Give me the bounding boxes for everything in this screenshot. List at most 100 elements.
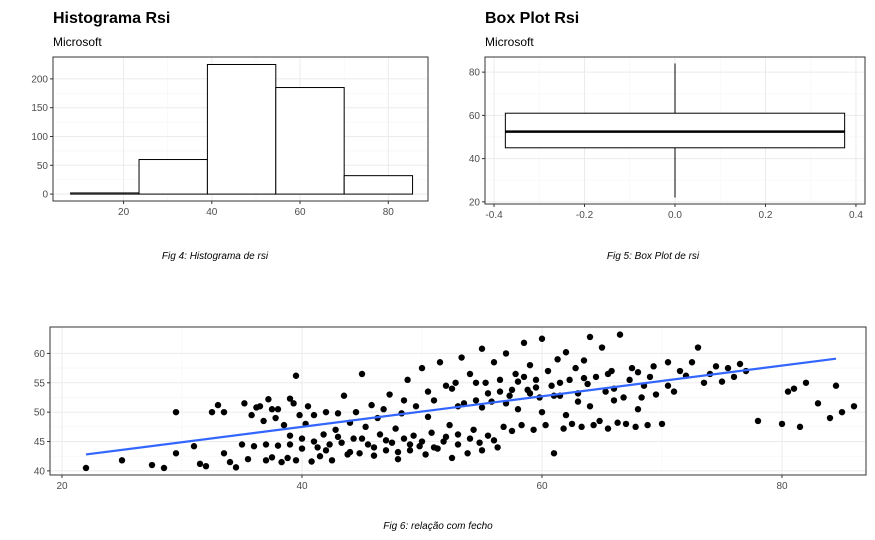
scatter-point — [316, 453, 324, 460]
x-tick-label: 40 — [296, 481, 308, 492]
scatter-point — [484, 432, 492, 439]
x-tick-label: 0.2 — [759, 210, 773, 221]
scatter-point — [412, 403, 420, 410]
scatter-grid — [50, 327, 866, 475]
scatter-point — [458, 354, 465, 361]
scatter-point — [454, 431, 462, 438]
x-tick-label: 80 — [383, 207, 395, 218]
histogram-bars — [70, 63, 414, 195]
histogram-panel-border — [52, 56, 429, 202]
histogram-title: Histograma Rsi — [53, 10, 170, 27]
scatter-point — [530, 426, 537, 433]
scatter-point — [274, 406, 282, 413]
scatter-point — [446, 421, 453, 429]
scatter-point — [376, 431, 384, 438]
scatter-point — [592, 373, 600, 381]
scatter-point — [328, 457, 336, 464]
scatter-point — [478, 345, 486, 352]
scatter-point — [500, 423, 507, 431]
scatter-point — [688, 359, 696, 366]
scatter-point — [520, 373, 528, 381]
scatter-point — [400, 435, 408, 442]
scatter-point — [308, 458, 315, 465]
scatter-point — [814, 400, 822, 407]
x-tick-label: 0.4 — [849, 210, 863, 221]
scatter-point — [334, 410, 342, 417]
scatter-point — [430, 397, 438, 404]
boxplot-caption: Fig 5: Box Plot de rsi — [607, 251, 700, 262]
scatter-point — [508, 386, 516, 394]
scatter-point — [754, 417, 762, 425]
scatter-point — [598, 344, 606, 351]
scatter-point — [382, 437, 390, 444]
scatter-point — [380, 406, 387, 413]
x-tick-label: 20 — [118, 207, 130, 218]
scatter-point — [338, 439, 345, 446]
scatter-point — [286, 395, 294, 402]
scatter-point — [268, 454, 276, 461]
scatter-chart: 20 40 60 80 40 45 50 55 60 Fig 6: relação com fe… — [34, 326, 867, 532]
scatter-point — [610, 397, 618, 404]
scatter-point — [496, 388, 504, 395]
scatter-point — [248, 411, 255, 419]
scatter-point — [562, 411, 570, 419]
scatter-point — [646, 373, 654, 381]
scatter-point — [478, 447, 486, 454]
scatter-point — [220, 408, 228, 416]
scatter-point — [292, 457, 300, 464]
scatter-point — [554, 356, 561, 363]
scatter-point — [676, 367, 684, 375]
scatter-point — [586, 403, 594, 410]
histogram-bar-2 — [206, 63, 277, 195]
scatter-point — [260, 417, 267, 425]
scatter-point — [442, 382, 450, 389]
scatter-point — [418, 438, 426, 445]
scatter-point — [526, 361, 534, 369]
scatter-point — [658, 420, 666, 428]
scatter-point — [496, 376, 504, 384]
scatter-point — [394, 448, 402, 456]
scatter-point — [644, 421, 651, 429]
scatter-point — [382, 447, 390, 454]
scatter-point — [650, 363, 657, 370]
scatter-point — [694, 344, 702, 351]
scatter-point — [118, 457, 126, 464]
scatter-point — [320, 431, 327, 438]
histogram-axes: 20 40 60 80 0 50 100 150 200 — [31, 74, 394, 218]
histogram-chart: Histograma Rsi Microsoft 20 40 60 80 0 50 100 1… — [31, 10, 429, 262]
scatter-point — [538, 335, 546, 342]
scatter-point — [476, 439, 483, 446]
scatter-trend-line — [85, 357, 837, 456]
scatter-point — [160, 464, 168, 472]
scatter-point — [616, 331, 624, 338]
scatter-point — [296, 411, 303, 419]
scatter-point — [778, 420, 786, 428]
scatter-point — [572, 364, 579, 372]
scatter-point — [718, 378, 726, 385]
scatter-point — [262, 441, 270, 448]
scatter-point — [406, 447, 414, 454]
scatter-point — [286, 441, 294, 448]
scatter-point — [418, 364, 426, 372]
histogram-bar-0 — [70, 192, 140, 195]
scatter-point — [286, 432, 294, 439]
scatter-point — [634, 406, 642, 413]
scatter-point — [280, 421, 288, 429]
scatter-point — [724, 364, 732, 372]
scatter-point — [358, 435, 366, 442]
y-tick-label: 40 — [469, 154, 481, 165]
scatter-point — [422, 451, 429, 458]
x-tick-label: 0.0 — [668, 210, 682, 221]
scatter-point — [590, 421, 597, 429]
x-tick-label: 20 — [56, 481, 68, 492]
scatter-point — [566, 376, 573, 384]
scatter-point — [362, 423, 369, 431]
scatter-point — [172, 450, 180, 457]
scatter-point — [388, 439, 396, 446]
scatter-point — [620, 394, 627, 401]
scatter-point — [832, 382, 840, 389]
scatter-point — [430, 444, 438, 451]
scatter-point — [250, 443, 258, 450]
scatter-point — [256, 403, 264, 410]
